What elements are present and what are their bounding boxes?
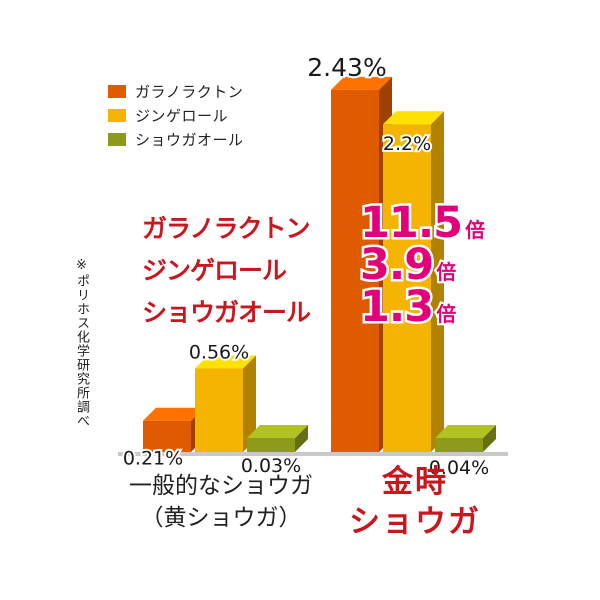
legend-swatch-gingerol (108, 108, 126, 122)
multiplier-name: ジンゲロール (140, 254, 289, 287)
data-label: 0.21% (123, 448, 183, 470)
legend-item-galanolactone: ガラノラクトン (108, 80, 243, 102)
bar-side (295, 425, 308, 452)
multiplier-value: 1.3 (357, 280, 436, 335)
category-label-line: ショウガ (349, 504, 481, 540)
multiplier-value: 11.5 (357, 196, 465, 251)
bar-side (483, 425, 496, 452)
bar (143, 407, 204, 452)
category-label-line: 一般的なショウガ (129, 473, 313, 499)
data-label: 0.04% (429, 457, 489, 479)
multiplier-value: 3.9 (357, 238, 436, 293)
legend-label-gingerol: ジンゲロール (135, 106, 229, 125)
bar-front (247, 438, 295, 452)
multiplier-row-galanolactone: ガラノラクトン 11.5 倍 (140, 196, 487, 251)
bar-top (195, 355, 256, 369)
bar-side (431, 111, 444, 452)
multiplier-unit: 倍 (434, 300, 458, 328)
bar-front (383, 124, 431, 452)
legend-label-shogaol: ショウガオール (135, 130, 244, 149)
bar (247, 425, 308, 452)
bar-front (143, 420, 191, 452)
category-label-general-ginger: 一般的なショウガ （黄ショウガ） (96, 470, 346, 534)
bar (383, 111, 444, 452)
multiplier-row-shogaol: ショウガオール 1.3 倍 (140, 280, 458, 335)
bar (195, 355, 256, 452)
chart-baseline (118, 452, 508, 456)
bar-front (435, 438, 483, 452)
bar-front (331, 89, 379, 453)
bar-side (243, 355, 256, 452)
data-label: 0.56% (189, 342, 249, 364)
multiplier-unit: 倍 (463, 216, 487, 244)
legend-swatch-shogaol (108, 132, 126, 146)
category-label-line: （黄ショウガ） (140, 505, 302, 531)
legend-item-shogaol: ショウガオール (108, 128, 244, 150)
data-label: 2.2% (383, 133, 431, 155)
category-label-line: 金時 (382, 464, 448, 500)
bar-top (247, 425, 308, 438)
legend-label-galanolactone: ガラノラクトン (135, 82, 244, 101)
multiplier-unit: 倍 (434, 258, 458, 286)
bar (435, 425, 496, 452)
bar-top (143, 407, 204, 421)
category-label-kintoki-ginger: 金時 ショウガ (330, 462, 500, 542)
bar-top (383, 111, 444, 125)
legend-item-gingerol: ジンゲロール (108, 104, 228, 126)
bar-top (331, 76, 392, 90)
multiplier-name: ガラノラクトン (140, 212, 313, 245)
legend-swatch-galanolactone (108, 84, 126, 98)
bar-front (195, 368, 243, 452)
multiplier-name: ショウガオール (140, 296, 313, 329)
data-label: 0.03% (241, 455, 301, 477)
source-note: ※ポリホス化学研究所調べ (74, 258, 89, 428)
bar-top (435, 425, 496, 438)
data-label: 2.43% (307, 53, 386, 82)
multiplier-row-gingerol: ジンゲロール 3.9 倍 (140, 238, 458, 293)
